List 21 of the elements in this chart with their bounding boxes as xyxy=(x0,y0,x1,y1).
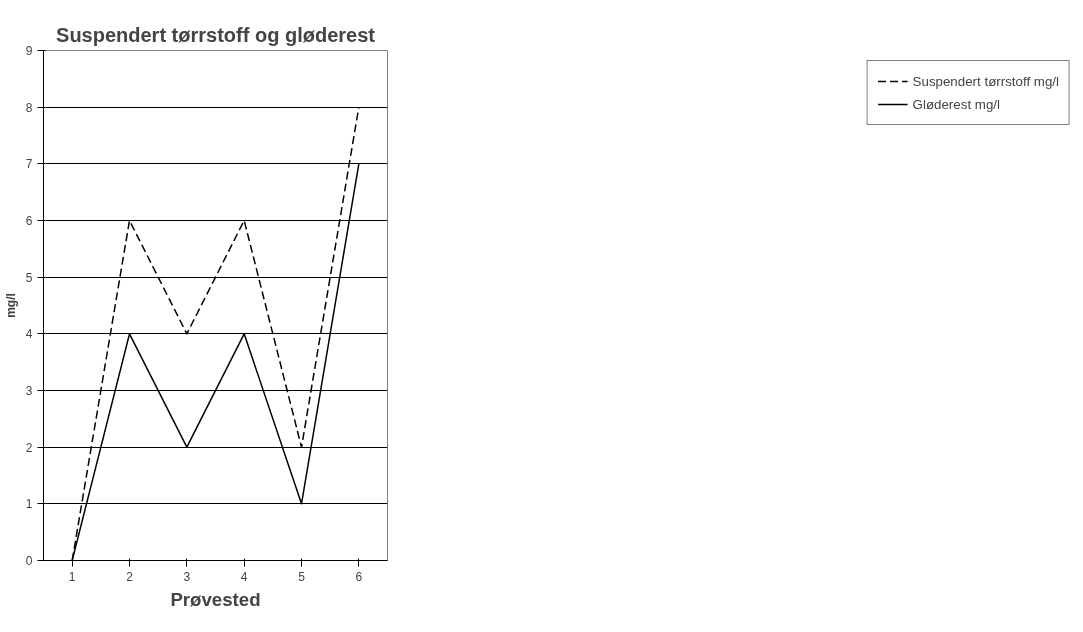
y-tick-label: 7 xyxy=(25,157,33,172)
x-tick-label: 6 xyxy=(355,569,363,584)
y-tick-label: 4 xyxy=(25,327,33,342)
x-tick-label: 5 xyxy=(298,569,306,584)
x-tick-label: 2 xyxy=(126,569,134,584)
legend-label: Suspendert tørrstoff mg/l xyxy=(912,73,1059,89)
y-tick-label: 8 xyxy=(25,100,33,115)
y-tick-label: 3 xyxy=(25,384,33,398)
y-tick-label: 9 xyxy=(25,44,33,58)
y-axis-title: mg/l xyxy=(3,293,18,318)
x-tick-label: 3 xyxy=(183,569,191,584)
y-tick-label: 2 xyxy=(25,440,33,455)
x-tick-label: 4 xyxy=(240,569,248,584)
x-axis-title: Prøvested xyxy=(170,588,261,610)
y-tick-label: 1 xyxy=(25,497,33,512)
x-tick-label: 1 xyxy=(68,569,76,584)
y-tick-label: 6 xyxy=(25,214,33,228)
y-tick-label: 5 xyxy=(25,270,33,285)
chart-title: Suspendert tørrstoff og gløderest xyxy=(56,23,376,46)
legend-label: Gløderest mg/l xyxy=(912,96,1000,112)
y-tick-label: 0 xyxy=(25,554,33,568)
